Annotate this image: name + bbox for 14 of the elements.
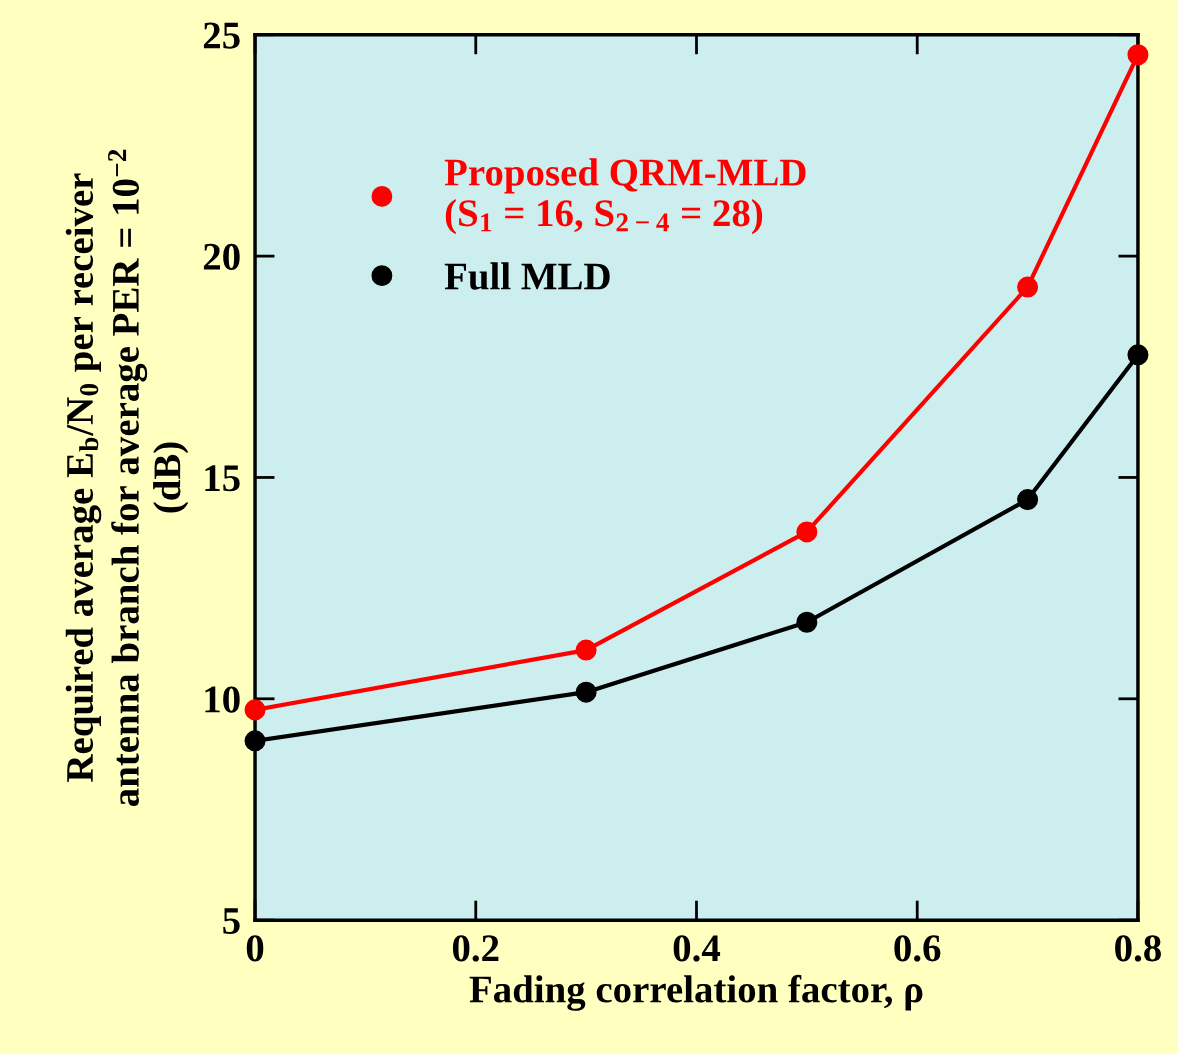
x-tick-label: 0.2 (452, 935, 499, 962)
x-tick-label: 0.4 (673, 935, 721, 962)
text: Required average E$_{b}$/N$_{0}$ per receiver antenna branch for average PER = 10$^{−2}$ (dB) (65, 149, 189, 806)
x-tick-label: 0.8 (1115, 935, 1161, 962)
y-tick-label: 10 (205, 686, 240, 713)
y-tick-label: 20 (203, 243, 240, 270)
x-tick-label: 0.6 (894, 935, 941, 962)
x-tick-label: 0 (246, 935, 264, 962)
legend-label: Proposed QRM-MLD (S$_{1}$ = 16, S$_{2−4}$ = 28) (444, 158, 806, 235)
y-tick-label: 15 (205, 465, 240, 492)
y-tick-label: 25 (203, 22, 240, 49)
y-tick-label: 5 (223, 908, 240, 935)
legend-label: Full MLD (444, 262, 610, 290)
x-axis-title: Fading correlation factor, ρ (469, 974, 923, 1011)
